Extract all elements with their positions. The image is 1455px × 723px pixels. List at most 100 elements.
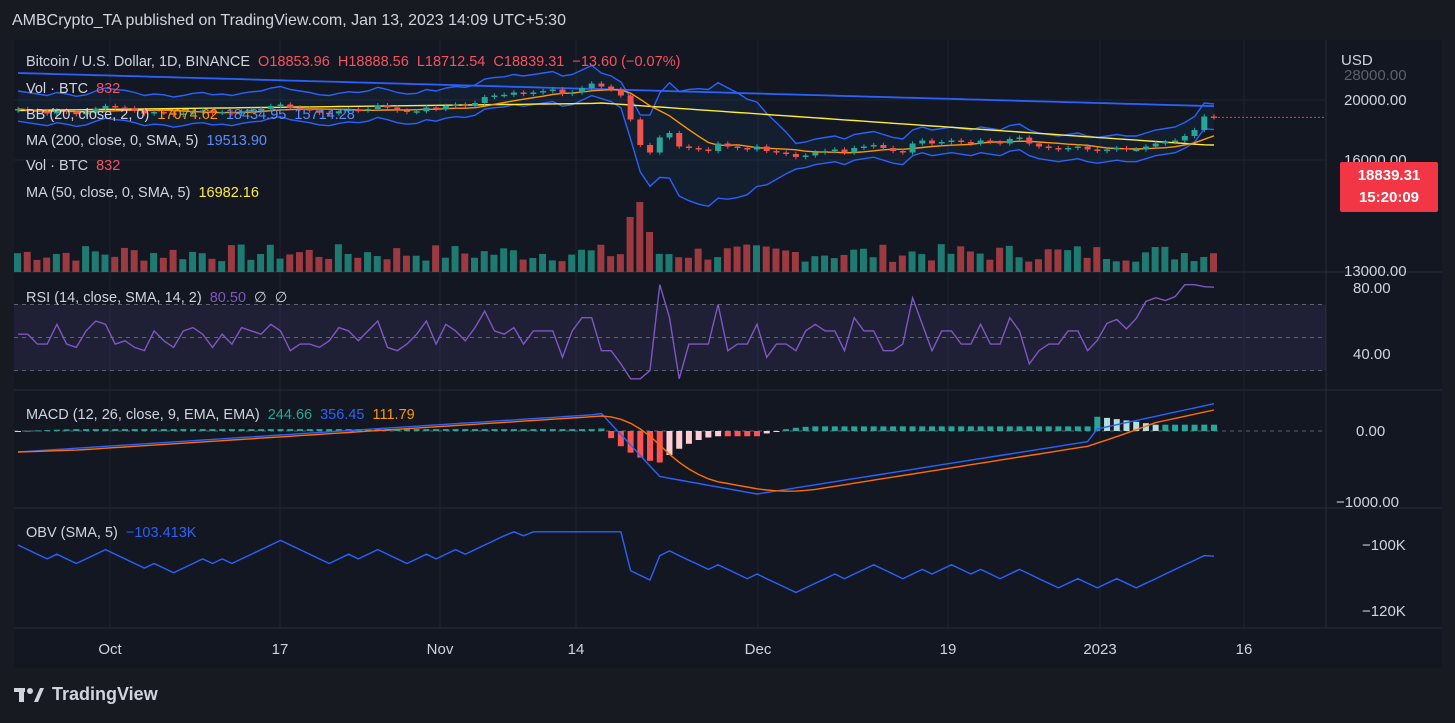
macd-histogram-bar	[287, 429, 294, 431]
volume-bar	[723, 248, 731, 272]
candle-body	[199, 110, 206, 112]
macd-histogram-bar	[423, 429, 430, 431]
candle-body	[919, 140, 926, 144]
volume-bar	[1073, 246, 1081, 272]
volume-bar	[179, 259, 187, 272]
candle-body	[345, 109, 352, 112]
chart-frame[interactable]: 28000.00 20000.00 16000.00 13000.00 80.00 40.…	[14, 40, 1442, 668]
volume-bar	[480, 251, 488, 272]
time-tick: Dec	[745, 641, 772, 658]
bb-lower-value: 15714.28	[294, 107, 355, 123]
macd-histogram-bar	[190, 429, 197, 431]
macd-histogram-bar	[1181, 424, 1188, 431]
macd-histogram-bar	[967, 426, 974, 431]
volume-bar	[364, 252, 372, 272]
volume-bar	[597, 244, 605, 272]
macd-histogram-bar	[403, 429, 410, 431]
ma50-legend[interactable]: MA (50, close, 0, SMA, 5) 16982.16	[26, 185, 263, 201]
volume-bar	[1034, 259, 1042, 272]
high-value: H18888.56	[337, 54, 409, 70]
candle-body	[92, 109, 99, 113]
candle-body	[1055, 148, 1062, 150]
rsi-tick: 40.00	[1353, 346, 1391, 363]
time-tick: 14	[568, 641, 585, 658]
macd-histogram-bar	[997, 426, 1004, 431]
macd-histogram-bar	[335, 429, 342, 431]
macd-histogram-bar	[267, 429, 274, 431]
candle-body	[851, 148, 858, 153]
macd-histogram-bar	[899, 426, 906, 431]
macd-histogram-bar	[958, 426, 965, 431]
macd-histogram-bar	[705, 431, 712, 438]
volume-bar	[830, 258, 838, 272]
volume-bar	[266, 244, 274, 272]
macd-histogram-bar	[141, 429, 148, 431]
volume2-legend[interactable]: Vol · BTC 832	[26, 158, 124, 174]
volume-bar	[237, 244, 245, 272]
macd-histogram-bar	[1045, 426, 1052, 431]
volume-bar	[626, 217, 634, 272]
candle-body	[958, 140, 965, 142]
candle-body	[15, 109, 21, 111]
candle-body	[598, 83, 605, 87]
candle-body	[267, 106, 274, 109]
volume-bar	[189, 251, 197, 272]
macd-histogram-bar	[851, 426, 858, 431]
candle-body	[1045, 146, 1052, 148]
price-tick-partial: 28000.00	[1344, 67, 1407, 84]
macd-legend[interactable]: MACD (12, 26, close, 9, EMA, EMA) 244.66…	[26, 407, 419, 423]
tradingview-footer[interactable]: TradingView	[14, 684, 158, 705]
rsi-legend[interactable]: RSI (14, close, SMA, 14, 2) 80.50 ∅ ∅	[26, 290, 291, 306]
volume-bar	[1171, 259, 1179, 272]
candle-body	[734, 146, 741, 148]
macd-histogram-bar	[666, 431, 673, 455]
candle-body	[1016, 137, 1023, 139]
volume-bar	[918, 254, 926, 272]
volume-bar	[1180, 253, 1188, 272]
bb-legend[interactable]: BB (20, close, 2, 0) 17074.62 18434.95 1…	[26, 107, 359, 123]
volume-bar	[344, 253, 352, 272]
volume-bar	[500, 248, 508, 272]
candle-body	[83, 112, 90, 115]
candle-body	[413, 111, 420, 113]
obv-legend[interactable]: OBV (SMA, 5) −103.413K	[26, 525, 200, 541]
macd-histogram-bar	[890, 426, 897, 431]
symbol-name[interactable]: Bitcoin / U.S. Dollar, 1D, BINANCE	[26, 54, 251, 70]
candle-body	[977, 140, 984, 144]
chart-canvas[interactable]: 28000.0020000.0016000.0013000.0080.0040.…	[14, 40, 1442, 668]
volume-bar	[957, 246, 965, 272]
candle-body	[1201, 116, 1208, 130]
obv-tick: −100K	[1362, 537, 1406, 554]
macd-histogram-bar	[1084, 426, 1091, 431]
volume-bar	[461, 253, 469, 272]
volume-bar	[1210, 253, 1217, 272]
volume-value: 832	[96, 81, 121, 97]
macd-histogram-bar	[812, 426, 819, 431]
ma200-legend[interactable]: MA (200, close, 0, SMA, 5) 19513.90	[26, 133, 271, 149]
price-tick: 13000.00	[1344, 263, 1407, 280]
volume-bar	[159, 257, 167, 272]
macd-histogram-bar	[63, 429, 70, 431]
volume-legend[interactable]: Vol · BTC 832	[26, 81, 124, 97]
macd-histogram-bar	[841, 426, 848, 431]
volume-bar	[762, 246, 770, 272]
macd-histogram-bar	[715, 431, 722, 437]
macd-label: MACD (12, 26, close, 9, EMA, EMA)	[26, 407, 260, 423]
macd-signal-line	[17, 409, 1215, 492]
candle-body	[306, 109, 313, 111]
candle-body	[248, 109, 255, 112]
volume-bar	[587, 250, 595, 272]
candle-body	[384, 105, 391, 108]
time-tick: 2023	[1083, 641, 1116, 658]
volume2-label: Vol · BTC	[26, 158, 89, 174]
candle-body	[948, 140, 955, 142]
macd-histogram-bar	[92, 429, 99, 431]
macd-histogram-bar	[1162, 424, 1169, 431]
candle-body	[374, 105, 381, 109]
time-tick: Nov	[427, 641, 454, 658]
symbol-legend[interactable]: Bitcoin / U.S. Dollar, 1D, BINANCE O1885…	[26, 54, 684, 70]
volume-bar	[315, 256, 323, 272]
volume-bar	[150, 253, 158, 272]
candle-body	[1026, 137, 1033, 144]
volume-bar	[519, 259, 527, 272]
